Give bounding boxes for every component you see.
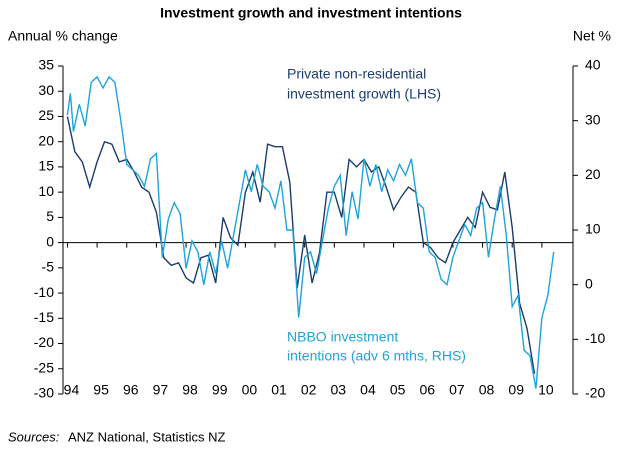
y-tick-label: 20 — [38, 132, 54, 148]
annotation: intentions (adv 6 mths, RHS) — [287, 348, 466, 364]
y-tick-label: -5 — [42, 259, 55, 275]
y2-tick-label: 40 — [585, 57, 601, 73]
x-tick-label: 07 — [449, 382, 465, 398]
x-tick-label: 02 — [301, 382, 317, 398]
y2-tick-label: 20 — [585, 166, 601, 182]
y2-axis-label: Net % — [573, 28, 611, 44]
x-tick-label: 03 — [331, 382, 347, 398]
y-tick-label: -25 — [34, 359, 54, 375]
x-tick-label: 96 — [123, 382, 139, 398]
source-label: Sources: — [8, 429, 60, 444]
y-axis-label: Annual % change — [8, 28, 118, 44]
x-tick-label: 06 — [419, 382, 435, 398]
y-tick-label: 5 — [46, 208, 54, 224]
y-tick-label: -10 — [34, 284, 54, 300]
x-tick-label: 00 — [242, 382, 258, 398]
annotation: NBBO investment — [287, 329, 398, 345]
y-tick-label: 10 — [38, 183, 54, 199]
series-line — [66, 116, 536, 374]
x-tick-label: 04 — [360, 382, 376, 398]
chart-title: Investment growth and investment intenti… — [160, 5, 462, 21]
annotation: investment growth (LHS) — [287, 86, 441, 102]
y-tick-label: -30 — [34, 385, 54, 401]
annotation: Private non-residential — [287, 66, 426, 82]
x-tick-label: 08 — [479, 382, 495, 398]
x-tick-label: 98 — [182, 382, 198, 398]
x-tick-label: 95 — [93, 382, 109, 398]
y2-tick-label: -10 — [585, 330, 605, 346]
y2-tick-label: 0 — [585, 275, 593, 291]
x-tick-label: 10 — [538, 382, 554, 398]
y2-tick-label: -20 — [585, 385, 605, 401]
y-tick-label: -15 — [34, 309, 54, 325]
y-tick-label: 30 — [38, 82, 54, 98]
y-tick-label: 15 — [38, 158, 54, 174]
x-tick-label: 01 — [271, 382, 287, 398]
x-tick-label: 94 — [64, 382, 80, 398]
y2-tick-label: 10 — [585, 221, 601, 237]
x-tick-label: 05 — [390, 382, 406, 398]
source: ANZ National, Statistics NZ — [68, 429, 226, 444]
y-tick-label: -20 — [34, 334, 54, 350]
x-tick-label: 99 — [212, 382, 228, 398]
x-tick-label: 09 — [508, 382, 524, 398]
y-tick-label: 0 — [46, 233, 54, 249]
y-tick-label: 25 — [38, 107, 54, 123]
y2-tick-label: 30 — [585, 111, 601, 127]
series-line — [66, 75, 555, 389]
y-tick-label: 35 — [38, 57, 54, 73]
x-tick-label: 97 — [153, 382, 169, 398]
